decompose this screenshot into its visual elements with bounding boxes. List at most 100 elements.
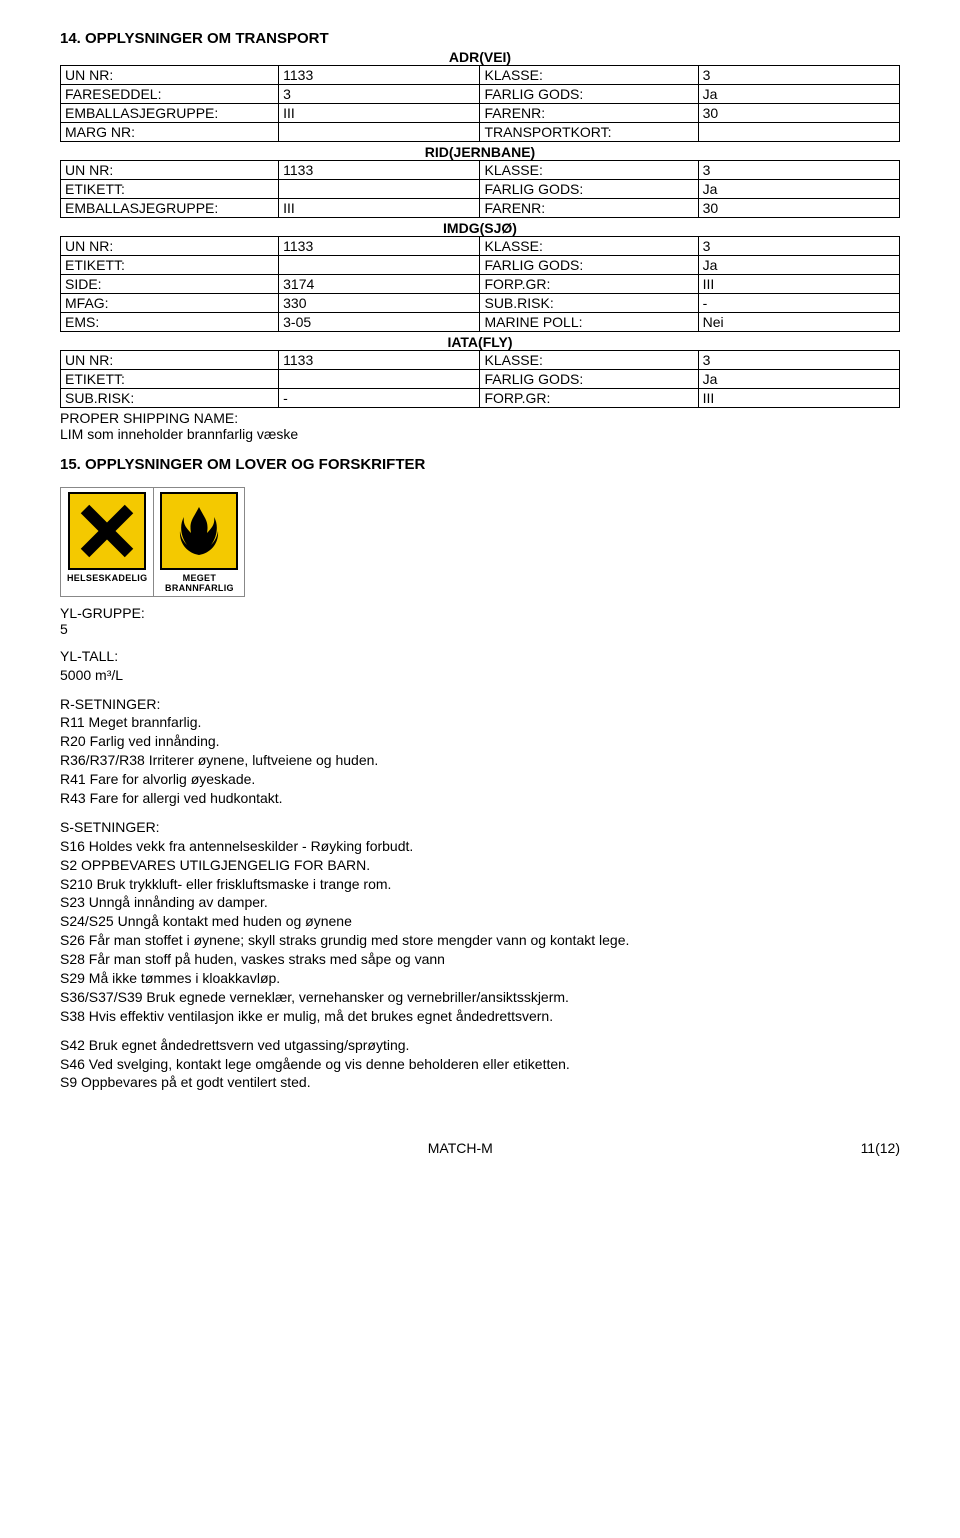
table-row: SIDE:3174FORP.GR:III	[61, 275, 900, 294]
table-cell: Ja	[698, 370, 899, 389]
table-row: EMBALLASJEGRUPPE:IIIFARENR:30	[61, 104, 900, 123]
table-cell: KLASSE:	[480, 351, 698, 370]
table-cell: III	[279, 199, 480, 218]
table-cell: ETIKETT:	[61, 180, 279, 199]
hazard-icon-label: HELSESKADELIG	[67, 574, 147, 584]
proper-shipping-value: LIM som inneholder brannfarlig væske	[60, 426, 298, 442]
table-row: FARESEDDEL:3FARLIG GODS:Ja	[61, 85, 900, 104]
hazard-icons-row: HELSESKADELIG MEGETBRANNFARLIG	[60, 487, 245, 597]
table-cell: EMBALLASJEGRUPPE:	[61, 104, 279, 123]
table-cell: 3	[698, 66, 899, 85]
table-row: EMS:3-05MARINE POLL:Nei	[61, 313, 900, 332]
table-cell: EMS:	[61, 313, 279, 332]
table-cell: FARESEDDEL:	[61, 85, 279, 104]
list-line: R11 Meget brannfarlig.	[60, 714, 201, 730]
r-label: R-SETNINGER:	[60, 696, 160, 712]
table-cell: 330	[279, 294, 480, 313]
table-cell: UN NR:	[61, 66, 279, 85]
yl-tall-value: 5000 m³/L	[60, 667, 123, 683]
list-line: R41 Fare for alvorlig øyeskade.	[60, 771, 255, 787]
yl-gruppe-label: YL-GRUPPE:	[60, 605, 145, 621]
table-cell: 1133	[279, 161, 480, 180]
list-line: R43 Fare for allergi ved hudkontakt.	[60, 790, 283, 806]
list-line: S29 Må ikke tømmes i kloakkavløp.	[60, 970, 280, 986]
table-cell	[279, 180, 480, 199]
proper-shipping-label: PROPER SHIPPING NAME:	[60, 410, 238, 426]
table-cell: ETIKETT:	[61, 256, 279, 275]
table-cell: SIDE:	[61, 275, 279, 294]
table-cell	[279, 123, 480, 142]
hazard-icon-box: MEGETBRANNFARLIG	[154, 488, 244, 596]
list-line: S46 Ved svelging, kontakt lege omgående …	[60, 1056, 570, 1072]
table-cell: KLASSE:	[480, 237, 698, 256]
table-cell: MARG NR:	[61, 123, 279, 142]
table-cell: FORP.GR:	[480, 389, 698, 408]
section-14-heading: 14. OPPLYSNINGER OM TRANSPORT	[60, 30, 900, 47]
table-cell: -	[279, 389, 480, 408]
table-cell: MARINE POLL:	[480, 313, 698, 332]
table-cell: 30	[698, 199, 899, 218]
list-line: S36/S37/S39 Bruk egnede verneklær, verne…	[60, 989, 569, 1005]
list-line: S38 Hvis effektiv ventilasjon ikke er mu…	[60, 1008, 553, 1024]
flame-icon	[160, 492, 238, 570]
table-cell: FARLIG GODS:	[480, 180, 698, 199]
table-cell: SUB.RISK:	[480, 294, 698, 313]
table-cell: FARLIG GODS:	[480, 85, 698, 104]
list-line: S24/S25 Unngå kontakt med huden og øynen…	[60, 913, 352, 929]
footer-page: 11(12)	[861, 1140, 900, 1156]
table-cell: FARLIG GODS:	[480, 370, 698, 389]
transport-mode-title: RID(JERNBANE)	[60, 144, 900, 160]
table-row: ETIKETT: FARLIG GODS:Ja	[61, 180, 900, 199]
table-cell	[279, 370, 480, 389]
r-setninger: R-SETNINGER: R11 Meget brannfarlig. R20 F…	[60, 695, 900, 808]
table-cell: FARLIG GODS:	[480, 256, 698, 275]
list-line: R20 Farlig ved innånding.	[60, 733, 220, 749]
table-cell: 1133	[279, 351, 480, 370]
table-cell	[279, 256, 480, 275]
transport-table: UN NR:1133KLASSE:3FARESEDDEL:3FARLIG GOD…	[60, 65, 900, 142]
yl-tall: YL-TALL: 5000 m³/L	[60, 647, 900, 685]
transport-table: UN NR:1133KLASSE:3ETIKETT:FARLIG GODS:Ja…	[60, 350, 900, 408]
table-cell: 3	[698, 161, 899, 180]
page-footer: MATCH-M 11(12)	[60, 1140, 900, 1156]
transport-table: UN NR:1133KLASSE:3ETIKETT:FARLIG GODS:Ja…	[60, 236, 900, 332]
table-cell: UN NR:	[61, 351, 279, 370]
table-cell: Ja	[698, 256, 899, 275]
table-row: UN NR:1133KLASSE:3	[61, 351, 900, 370]
table-row: UN NR:1133KLASSE:3	[61, 161, 900, 180]
list-line: S23 Unngå innånding av damper.	[60, 894, 268, 910]
hazard-icon-label: MEGETBRANNFARLIG	[165, 574, 234, 594]
harmful-x-icon	[68, 492, 146, 570]
table-cell: MFAG:	[61, 294, 279, 313]
table-cell: 3-05	[279, 313, 480, 332]
table-cell: KLASSE:	[480, 161, 698, 180]
table-cell: III	[698, 275, 899, 294]
table-row: EMBALLASJEGRUPPE:IIIFARENR:30	[61, 199, 900, 218]
table-cell: SUB.RISK:	[61, 389, 279, 408]
transport-mode-title: ADR(VEI)	[60, 49, 900, 65]
table-cell: TRANSPORTKORT:	[480, 123, 698, 142]
list-line: S16 Holdes vekk fra antennelseskilder - …	[60, 838, 413, 854]
table-cell: FARENR:	[480, 199, 698, 218]
yl-tall-label: YL-TALL:	[60, 648, 118, 664]
section-15-heading: 15. OPPLYSNINGER OM LOVER OG FORSKRIFTER	[60, 456, 900, 473]
list-line: S210 Bruk trykkluft- eller friskluftsmas…	[60, 876, 391, 892]
table-cell: EMBALLASJEGRUPPE:	[61, 199, 279, 218]
table-cell: 1133	[279, 66, 480, 85]
transport-tables: ADR(VEI)UN NR:1133KLASSE:3FARESEDDEL:3FA…	[60, 49, 900, 408]
table-cell: III	[279, 104, 480, 123]
s-setninger: S-SETNINGER: S16 Holdes vekk fra antenne…	[60, 818, 900, 1026]
table-cell: 3	[698, 351, 899, 370]
table-cell: Ja	[698, 180, 899, 199]
list-line: S9 Oppbevares på et godt ventilert sted.	[60, 1074, 311, 1090]
table-cell: III	[698, 389, 899, 408]
table-cell: FORP.GR:	[480, 275, 698, 294]
table-cell: ETIKETT:	[61, 370, 279, 389]
table-cell: 30	[698, 104, 899, 123]
hazard-icon-box: HELSESKADELIG	[61, 488, 154, 596]
table-cell: UN NR:	[61, 237, 279, 256]
table-cell: FARENR:	[480, 104, 698, 123]
table-row: ETIKETT: FARLIG GODS:Ja	[61, 370, 900, 389]
table-cell: KLASSE:	[480, 66, 698, 85]
s-setninger-2: S42 Bruk egnet åndedrettsvern ved utgass…	[60, 1036, 900, 1093]
